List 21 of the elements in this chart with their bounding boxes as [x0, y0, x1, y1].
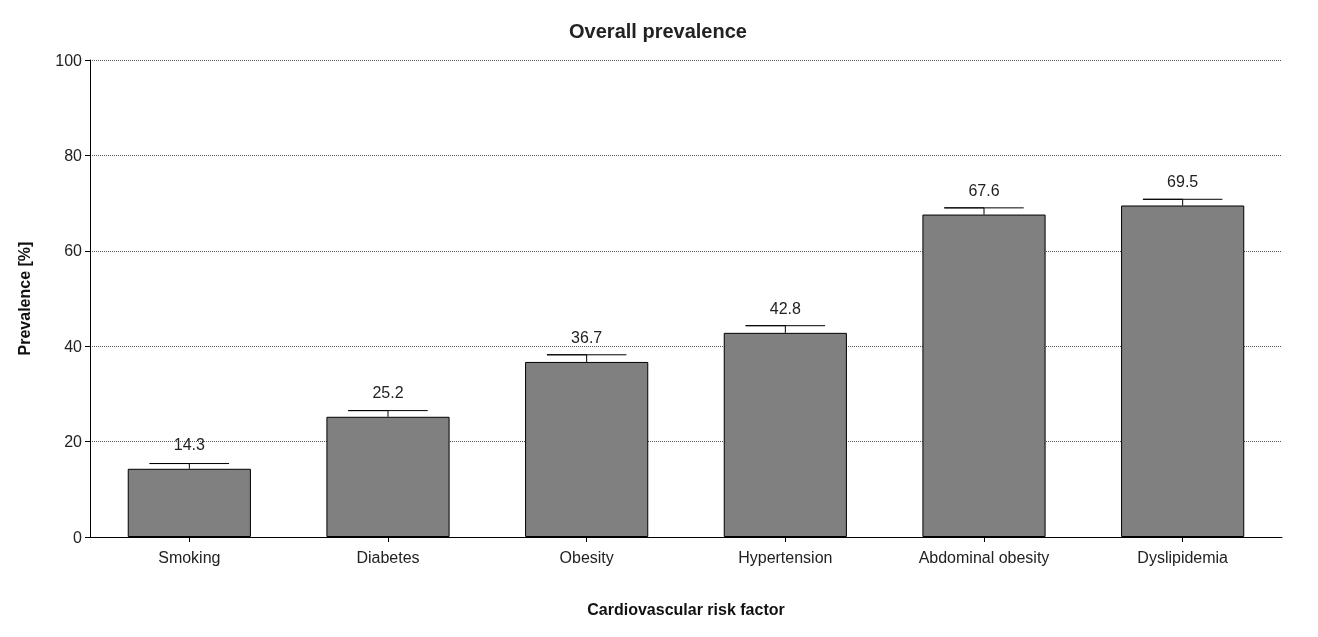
data-label: 67.6: [968, 182, 1000, 200]
x-tick-label: Obesity: [559, 548, 614, 566]
y-tick-label: 40: [64, 337, 83, 355]
x-tick-label: Dyslipidemia: [1137, 548, 1229, 566]
y-tick-label: 100: [55, 51, 83, 69]
chart-title: Overall prevalence: [569, 20, 747, 42]
y-axis-title: Prevalence [%]: [15, 241, 33, 356]
x-tick-label: Abdominal obesity: [918, 548, 1050, 566]
data-label: 42.8: [769, 300, 802, 318]
x-tick-label: Diabetes: [356, 548, 420, 566]
y-tick-label: 80: [64, 146, 83, 164]
data-label: 14.3: [173, 436, 206, 454]
data-label: 36.7: [571, 329, 603, 347]
x-tick-label: Smoking: [158, 548, 221, 566]
data-label: 25.2: [372, 384, 404, 402]
x-axis-title: Cardiovascular risk factor: [587, 600, 785, 618]
x-tick-label: Hypertension: [738, 548, 833, 566]
data-label: 69.5: [1167, 172, 1199, 190]
y-tick-label: 20: [64, 433, 83, 451]
y-tick-label: 0: [73, 528, 83, 546]
y-tick-label: 60: [64, 242, 83, 260]
